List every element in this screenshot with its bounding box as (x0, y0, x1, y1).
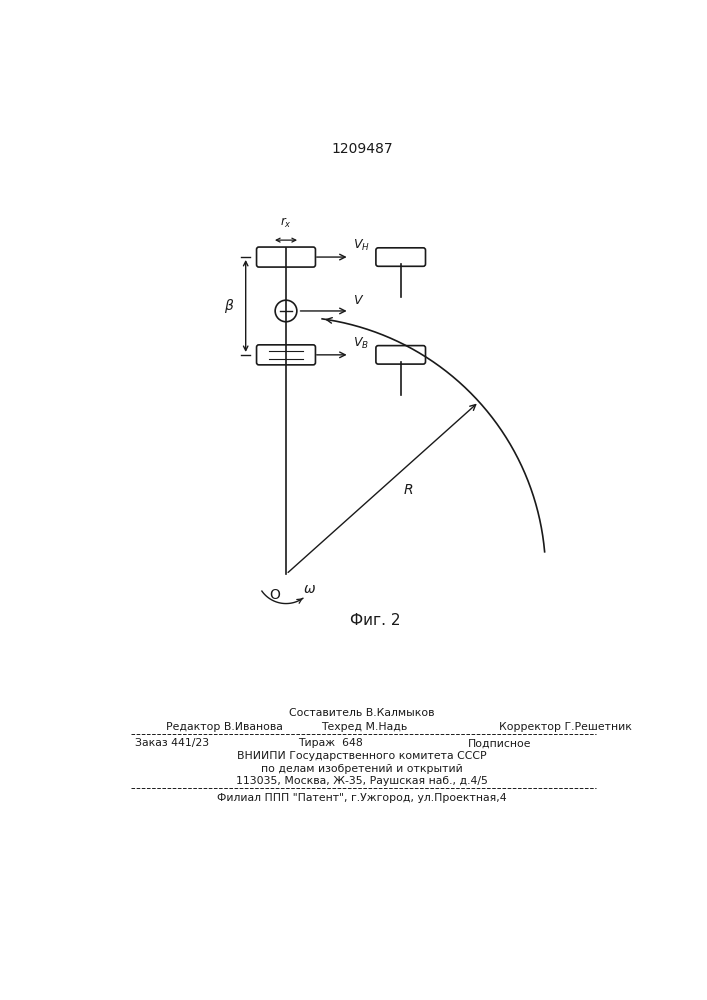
FancyBboxPatch shape (257, 345, 315, 365)
Text: Фиг. 2: Фиг. 2 (350, 613, 400, 628)
Text: Техред М.Надь: Техред М.Надь (321, 722, 407, 732)
Text: Подписное: Подписное (468, 738, 532, 748)
Text: Составитель В.Калмыков: Составитель В.Калмыков (289, 708, 435, 718)
Text: Корректор Г.Решетник: Корректор Г.Решетник (499, 722, 632, 732)
Text: $V_H$: $V_H$ (353, 238, 370, 253)
FancyBboxPatch shape (376, 248, 426, 266)
Text: $V$: $V$ (353, 294, 364, 307)
Text: Заказ 441/23: Заказ 441/23 (135, 738, 209, 748)
FancyBboxPatch shape (257, 247, 315, 267)
Text: по делам изобретений и открытий: по делам изобретений и открытий (261, 764, 463, 774)
Text: R: R (404, 483, 414, 497)
Text: $\omega$: $\omega$ (303, 582, 316, 596)
Text: 113035, Москва, Ж-35, Раушская наб., д.4/5: 113035, Москва, Ж-35, Раушская наб., д.4… (236, 776, 488, 786)
Text: Редактор В.Иванова: Редактор В.Иванова (166, 722, 283, 732)
Text: $V_B$: $V_B$ (353, 336, 368, 351)
FancyBboxPatch shape (376, 346, 426, 364)
Text: ВНИИПИ Государственного комитета СССР: ВНИИПИ Государственного комитета СССР (237, 751, 486, 761)
Text: Тираж  648: Тираж 648 (298, 738, 363, 748)
Text: O: O (269, 588, 280, 602)
Text: 1209487: 1209487 (331, 142, 393, 156)
Text: $\beta$: $\beta$ (224, 297, 235, 315)
Text: $r_x$: $r_x$ (280, 216, 292, 230)
Text: Филиал ППП "Патент", г.Ужгород, ул.Проектная,4: Филиал ППП "Патент", г.Ужгород, ул.Проек… (217, 793, 507, 803)
